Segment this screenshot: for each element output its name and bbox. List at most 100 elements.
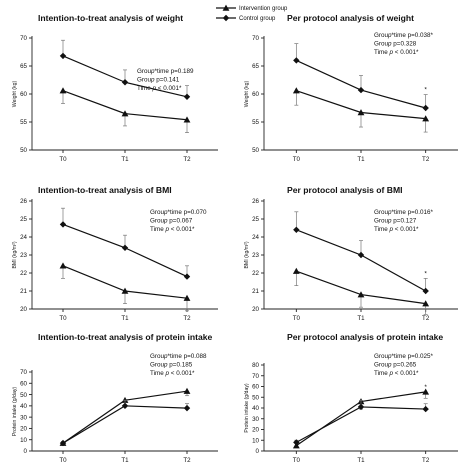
y-tick-label: 70 [252, 35, 259, 42]
x-tick-label: T1 [357, 156, 365, 163]
x-tick-label: T0 [293, 156, 301, 163]
stats-line: Group*time p=0.070 [150, 209, 207, 216]
data-point [183, 93, 191, 100]
data-point [357, 251, 365, 259]
y-tick-label: 25 [20, 216, 27, 223]
data-point [357, 109, 365, 116]
data-point [59, 439, 67, 447]
stats-line: Group*time p=0.025* [374, 353, 434, 360]
series-control [59, 207, 191, 280]
y-axis-label: BMI (kg/m²) [12, 241, 18, 268]
stats-line: Time p < 0.001* [150, 226, 195, 233]
x-tick-label: T2 [183, 315, 191, 322]
data-point [183, 116, 191, 123]
y-tick-label: 24 [252, 234, 259, 241]
y-tick-label: 20 [20, 306, 27, 313]
data-point [59, 52, 67, 60]
y-tick-label: 23 [252, 252, 259, 259]
stats-line: Time p < 0.001* [374, 226, 419, 233]
y-axis-label: Weight (kg) [12, 81, 18, 108]
x-tick-label: T0 [293, 457, 301, 464]
y-tick-label: 50 [252, 147, 259, 154]
chart-title: Intention-to-treat analysis of weight [38, 13, 183, 23]
y-tick-label: 65 [252, 63, 259, 70]
chart-title: Intention-to-treat analysis of protein i… [38, 332, 212, 342]
stats-line: Time p < 0.001* [374, 370, 419, 377]
series-control [59, 399, 191, 447]
series-intervention [59, 387, 191, 446]
y-tick-label: 40 [252, 405, 259, 412]
x-tick-label: T2 [422, 156, 430, 163]
y-tick-label: 50 [20, 392, 27, 399]
data-point [183, 404, 191, 412]
data-point [292, 87, 300, 94]
series-intervention [292, 267, 430, 315]
data-point [59, 221, 67, 228]
x-tick-label: T0 [59, 315, 67, 322]
data-point [183, 273, 191, 280]
x-tick-label: T1 [121, 156, 129, 163]
data-point [357, 86, 365, 94]
series-control [293, 400, 429, 446]
x-tick-label: T2 [422, 315, 430, 322]
series-line [296, 406, 426, 443]
y-tick-label: 60 [252, 384, 259, 391]
stats-line: Group p=0.328 [374, 41, 417, 48]
y-tick-label: 50 [20, 147, 27, 154]
y-tick-label: 20 [252, 427, 259, 434]
chart-panel-6: Per protocol analysis of protein intake 0… [244, 332, 458, 464]
data-point [121, 79, 129, 86]
chart-panel-5: Intention-to-treat analysis of protein i… [12, 332, 218, 464]
stats-line: Group*time p=0.189 [137, 68, 194, 75]
data-point [357, 403, 365, 411]
data-point [121, 402, 129, 410]
y-tick-label: 80 [252, 362, 259, 369]
chart-title: Intention-to-treat analysis of BMI [38, 185, 172, 195]
stats-line: Group*time p=0.038* [374, 32, 434, 39]
data-point [422, 104, 429, 112]
data-point [422, 115, 430, 122]
series-control [59, 39, 191, 100]
y-axis-label: Protein intake (g/day) [12, 387, 18, 437]
series-intervention [59, 262, 191, 312]
y-tick-label: 26 [20, 198, 27, 205]
y-tick-label: 20 [252, 306, 259, 313]
x-tick-label: T1 [357, 315, 365, 322]
x-tick-label: T0 [59, 457, 67, 464]
chart-panel-3: Intention-to-treat analysis of BMI 20 21 22… [12, 185, 218, 322]
y-tick-label: 25 [252, 216, 259, 223]
y-tick-label: 65 [20, 63, 27, 70]
stats-line: Group p=0.141 [137, 77, 180, 84]
stats-line: Group p=0.067 [150, 218, 193, 225]
y-tick-label: 60 [20, 91, 27, 98]
y-tick-label: 24 [20, 234, 27, 241]
y-tick-label: 21 [252, 288, 259, 295]
data-point [59, 262, 67, 269]
y-tick-label: 26 [252, 198, 259, 205]
y-tick-label: 22 [20, 270, 27, 277]
chart-panel-4: Per protocol analysis of BMI 20 21 22 23 24 25… [244, 185, 458, 322]
y-tick-label: 22 [252, 270, 259, 277]
data-point [293, 439, 300, 446]
stats-line: Time p < 0.001* [374, 49, 419, 56]
chart-title: Per protocol analysis of BMI [287, 185, 403, 195]
stats-line: Group*time p=0.088 [150, 353, 207, 360]
y-tick-label: 40 [20, 403, 27, 410]
data-point [121, 244, 129, 251]
x-tick-label: T1 [357, 457, 365, 464]
stats-line: Time p < 0.001* [150, 370, 195, 377]
data-point [59, 87, 67, 94]
series-intervention [59, 87, 191, 133]
x-tick-label: T0 [293, 315, 301, 322]
y-tick-label: 55 [20, 119, 27, 126]
series-line [296, 229, 426, 292]
y-tick-label: 70 [252, 373, 259, 380]
y-tick-label: 50 [252, 394, 259, 401]
data-point [357, 291, 365, 298]
x-tick-label: T1 [121, 315, 129, 322]
data-point [121, 110, 129, 117]
series-control [293, 211, 429, 295]
data-point [293, 57, 300, 64]
stats-line: Group*time p=0.016* [374, 209, 434, 216]
y-tick-label: 55 [252, 119, 259, 126]
